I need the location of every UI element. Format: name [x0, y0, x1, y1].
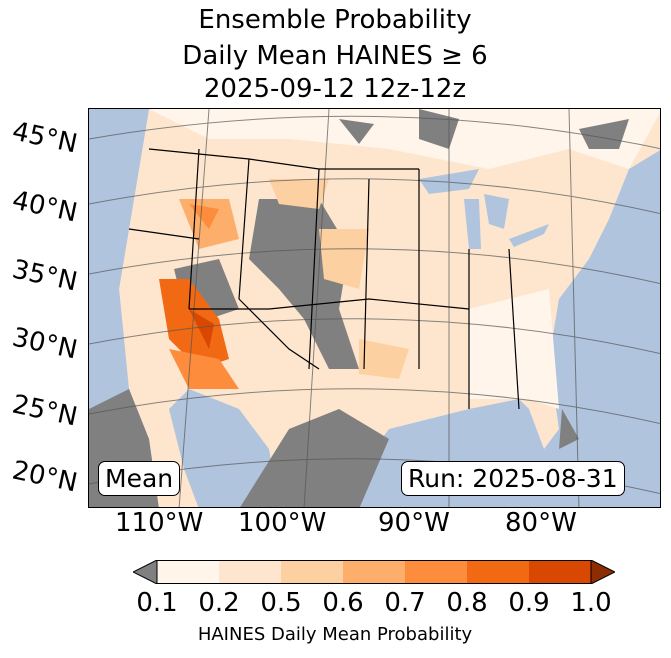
probability-map: Mean Run: 2025-08-31 — [88, 108, 661, 508]
colorbar-tick-label: 0.1 — [136, 588, 178, 618]
land-area — [89, 109, 660, 507]
lat-label: 30°N — [9, 322, 80, 366]
colorbar-segment — [405, 560, 468, 584]
colorbar-segment — [281, 560, 344, 584]
lon-label: 110°W — [115, 508, 204, 538]
colorbar-segment — [157, 560, 220, 584]
colorbar-tick-label: 0.2 — [198, 588, 240, 618]
colorbar — [133, 560, 615, 584]
mean-label: Mean — [98, 461, 181, 496]
lon-label: 100°W — [238, 508, 327, 538]
colorbar-tick-label: 0.5 — [260, 588, 302, 618]
run-date-label: Run: 2025-08-31 — [401, 461, 625, 496]
colorbar-segment — [343, 560, 406, 584]
colorbar-tick-label: 0.8 — [446, 588, 488, 618]
title-line-1: Ensemble Probability — [198, 5, 472, 35]
lat-label: 35°N — [9, 254, 80, 298]
colorbar-segment — [529, 560, 592, 584]
colorbar-tick-label: 1.0 — [570, 588, 612, 618]
lon-label: 80°W — [505, 508, 577, 538]
colorbar-segment — [467, 560, 530, 584]
state-borders — [128, 148, 520, 410]
title-line-2: Daily Mean HAINES ≥ 6 — [182, 41, 488, 71]
high-probability-areas — [159, 179, 409, 389]
title-line-3: 2025-09-12 12z-12z — [203, 74, 467, 104]
colorbar-tick-label: 0.6 — [322, 588, 364, 618]
colorbar-label: HAINES Daily Mean Probability — [197, 624, 473, 645]
lat-label: 20°N — [9, 455, 80, 499]
lat-label: 25°N — [9, 389, 80, 433]
colorbar-tick-label: 0.9 — [508, 588, 550, 618]
colorbar-tick-label: 0.7 — [384, 588, 426, 618]
lon-label: 90°W — [378, 508, 450, 538]
colorbar-outline — [156, 560, 592, 584]
lat-label: 40°N — [9, 185, 80, 229]
colorbar-segment — [219, 560, 282, 584]
lat-label: 45°N — [9, 116, 80, 160]
colorbar-over-extension — [590, 560, 615, 584]
colorbar-under-extension — [133, 560, 158, 584]
